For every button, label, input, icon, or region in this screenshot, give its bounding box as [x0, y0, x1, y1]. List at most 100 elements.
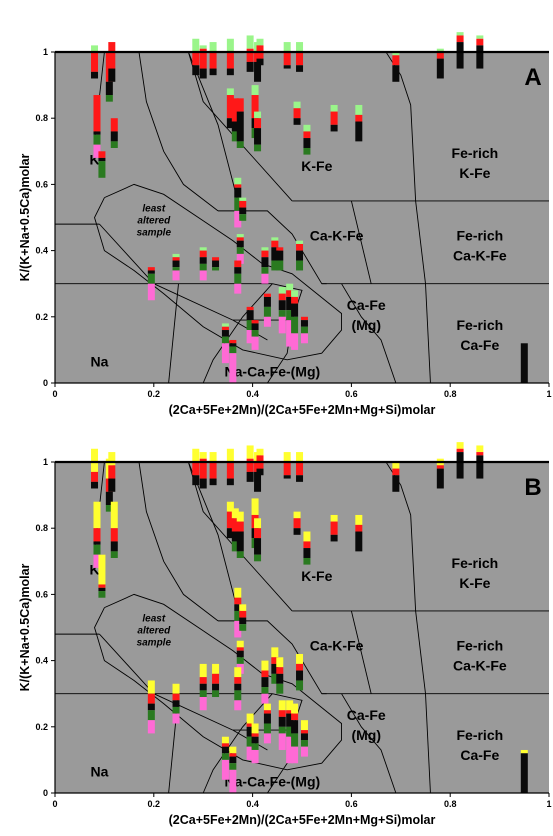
data-bar-segment — [276, 250, 284, 261]
data-bar-segment — [293, 528, 301, 535]
data-bar-segment — [254, 471, 262, 492]
data-bar-segment — [303, 557, 311, 565]
data-bar-segment — [199, 250, 207, 258]
data-bar-segment — [296, 243, 304, 251]
region-label: Fe-rich — [456, 638, 503, 654]
data-bar-segment — [520, 749, 528, 754]
data-bar-segment — [110, 551, 118, 558]
data-bar-segment — [254, 538, 262, 555]
region-boundary — [138, 51, 219, 212]
region-label: Ca-Fe — [460, 337, 499, 353]
data-bar-segment — [234, 700, 242, 711]
data-bar-segment — [147, 703, 155, 711]
region-label: K-Fe — [459, 165, 490, 181]
data-bar-segment — [296, 250, 304, 261]
data-bar-segment — [261, 677, 269, 688]
data-bar-segment — [456, 452, 464, 479]
data-bar-segment — [330, 124, 338, 132]
data-bar-segment — [251, 743, 259, 750]
data-bar-segment — [392, 52, 400, 56]
x-tick-label: 1 — [546, 799, 551, 809]
region-label: K-Fe — [301, 158, 332, 174]
region-boundary — [341, 693, 397, 794]
data-bar-segment — [199, 270, 207, 281]
data-bar-segment — [226, 38, 234, 52]
region-boundary — [350, 610, 372, 694]
data-bar-segment — [271, 240, 279, 248]
data-bar-segment — [293, 101, 301, 109]
y-tick-label: 0.4 — [35, 246, 48, 256]
data-bar-segment — [254, 111, 262, 119]
data-bar-segment — [221, 330, 229, 337]
y-tick-label: 1 — [43, 457, 48, 467]
data-bar-segment — [199, 458, 207, 479]
data-bar-segment — [293, 518, 301, 529]
data-bar-segment — [256, 468, 264, 476]
data-bar-segment — [110, 501, 118, 529]
region-boundary — [99, 633, 155, 695]
data-bar-segment — [226, 462, 234, 479]
data-bar-segment — [283, 462, 291, 476]
data-bar-segment — [276, 673, 284, 684]
data-bar-segment — [436, 58, 444, 79]
data-bar-segment — [300, 316, 308, 321]
data-bar-segment — [330, 111, 338, 125]
data-bar-segment — [229, 343, 237, 347]
region-label: Ca-K-Fe — [310, 638, 364, 654]
data-bar-segment — [234, 597, 242, 605]
data-bar-segment — [110, 141, 118, 148]
data-bar-segment — [229, 346, 237, 354]
data-bar-segment — [147, 283, 155, 301]
data-bar-segment — [355, 114, 363, 122]
data-bar-segment — [199, 663, 207, 678]
chart-panel-a: K K-Fe Fe-rich K-Fe Ca-K-Fe Fe-rich Ca-K-Fe Ca-… — [18, 32, 552, 417]
data-bar-segment — [456, 42, 464, 69]
data-bar-segment — [98, 554, 106, 588]
data-bar-segment — [172, 267, 180, 271]
panel-label: B — [524, 474, 541, 501]
data-bar-segment — [199, 247, 207, 251]
data-bar-segment — [436, 465, 444, 469]
data-bar-segment — [172, 257, 180, 261]
data-bar-segment — [98, 587, 106, 592]
data-bar-segment — [199, 257, 207, 264]
region-label: Fe-rich — [456, 317, 503, 333]
data-bar-segment — [91, 471, 99, 482]
data-bar-segment — [221, 736, 229, 744]
region-label: Ca-K-Fe — [310, 228, 364, 244]
data-bar-segment — [476, 45, 484, 69]
data-bar-segment — [296, 462, 304, 476]
data-bar-segment — [254, 128, 262, 145]
data-bar-segment — [263, 306, 271, 317]
data-bar-segment — [246, 61, 254, 72]
data-bar-segment — [234, 610, 242, 621]
region-label: Ca-Fe — [460, 747, 499, 763]
data-bar-segment — [192, 462, 200, 476]
data-bar-segment — [93, 501, 101, 529]
data-bar-segment — [110, 131, 118, 142]
data-bar-segment — [147, 710, 155, 721]
data-bar-segment — [147, 270, 155, 274]
data-bar-segment — [231, 131, 239, 142]
data-bar-segment — [261, 693, 269, 704]
data-bar-segment — [221, 326, 229, 331]
data-bar-segment — [261, 247, 269, 251]
x-tick-label: 1 — [546, 389, 551, 399]
data-bar-segment — [296, 52, 304, 66]
data-bar-segment — [256, 58, 264, 66]
data-bar-segment — [226, 95, 234, 119]
data-bar-segment — [231, 531, 239, 542]
data-bar-segment — [271, 237, 279, 241]
data-bar-segment — [234, 267, 242, 274]
data-bar-segment — [246, 713, 254, 724]
data-bar-segment — [172, 693, 180, 701]
data-bar-segment — [93, 544, 101, 555]
region-label: Ca-K-Fe — [453, 248, 507, 264]
data-bar-segment — [234, 604, 242, 611]
data-bar-segment — [520, 753, 528, 793]
data-bar-segment — [236, 531, 244, 552]
data-bar-segment — [229, 746, 237, 754]
data-bar-segment — [303, 138, 311, 148]
data-bar-segment — [105, 81, 113, 96]
data-bar-segment — [300, 320, 308, 327]
